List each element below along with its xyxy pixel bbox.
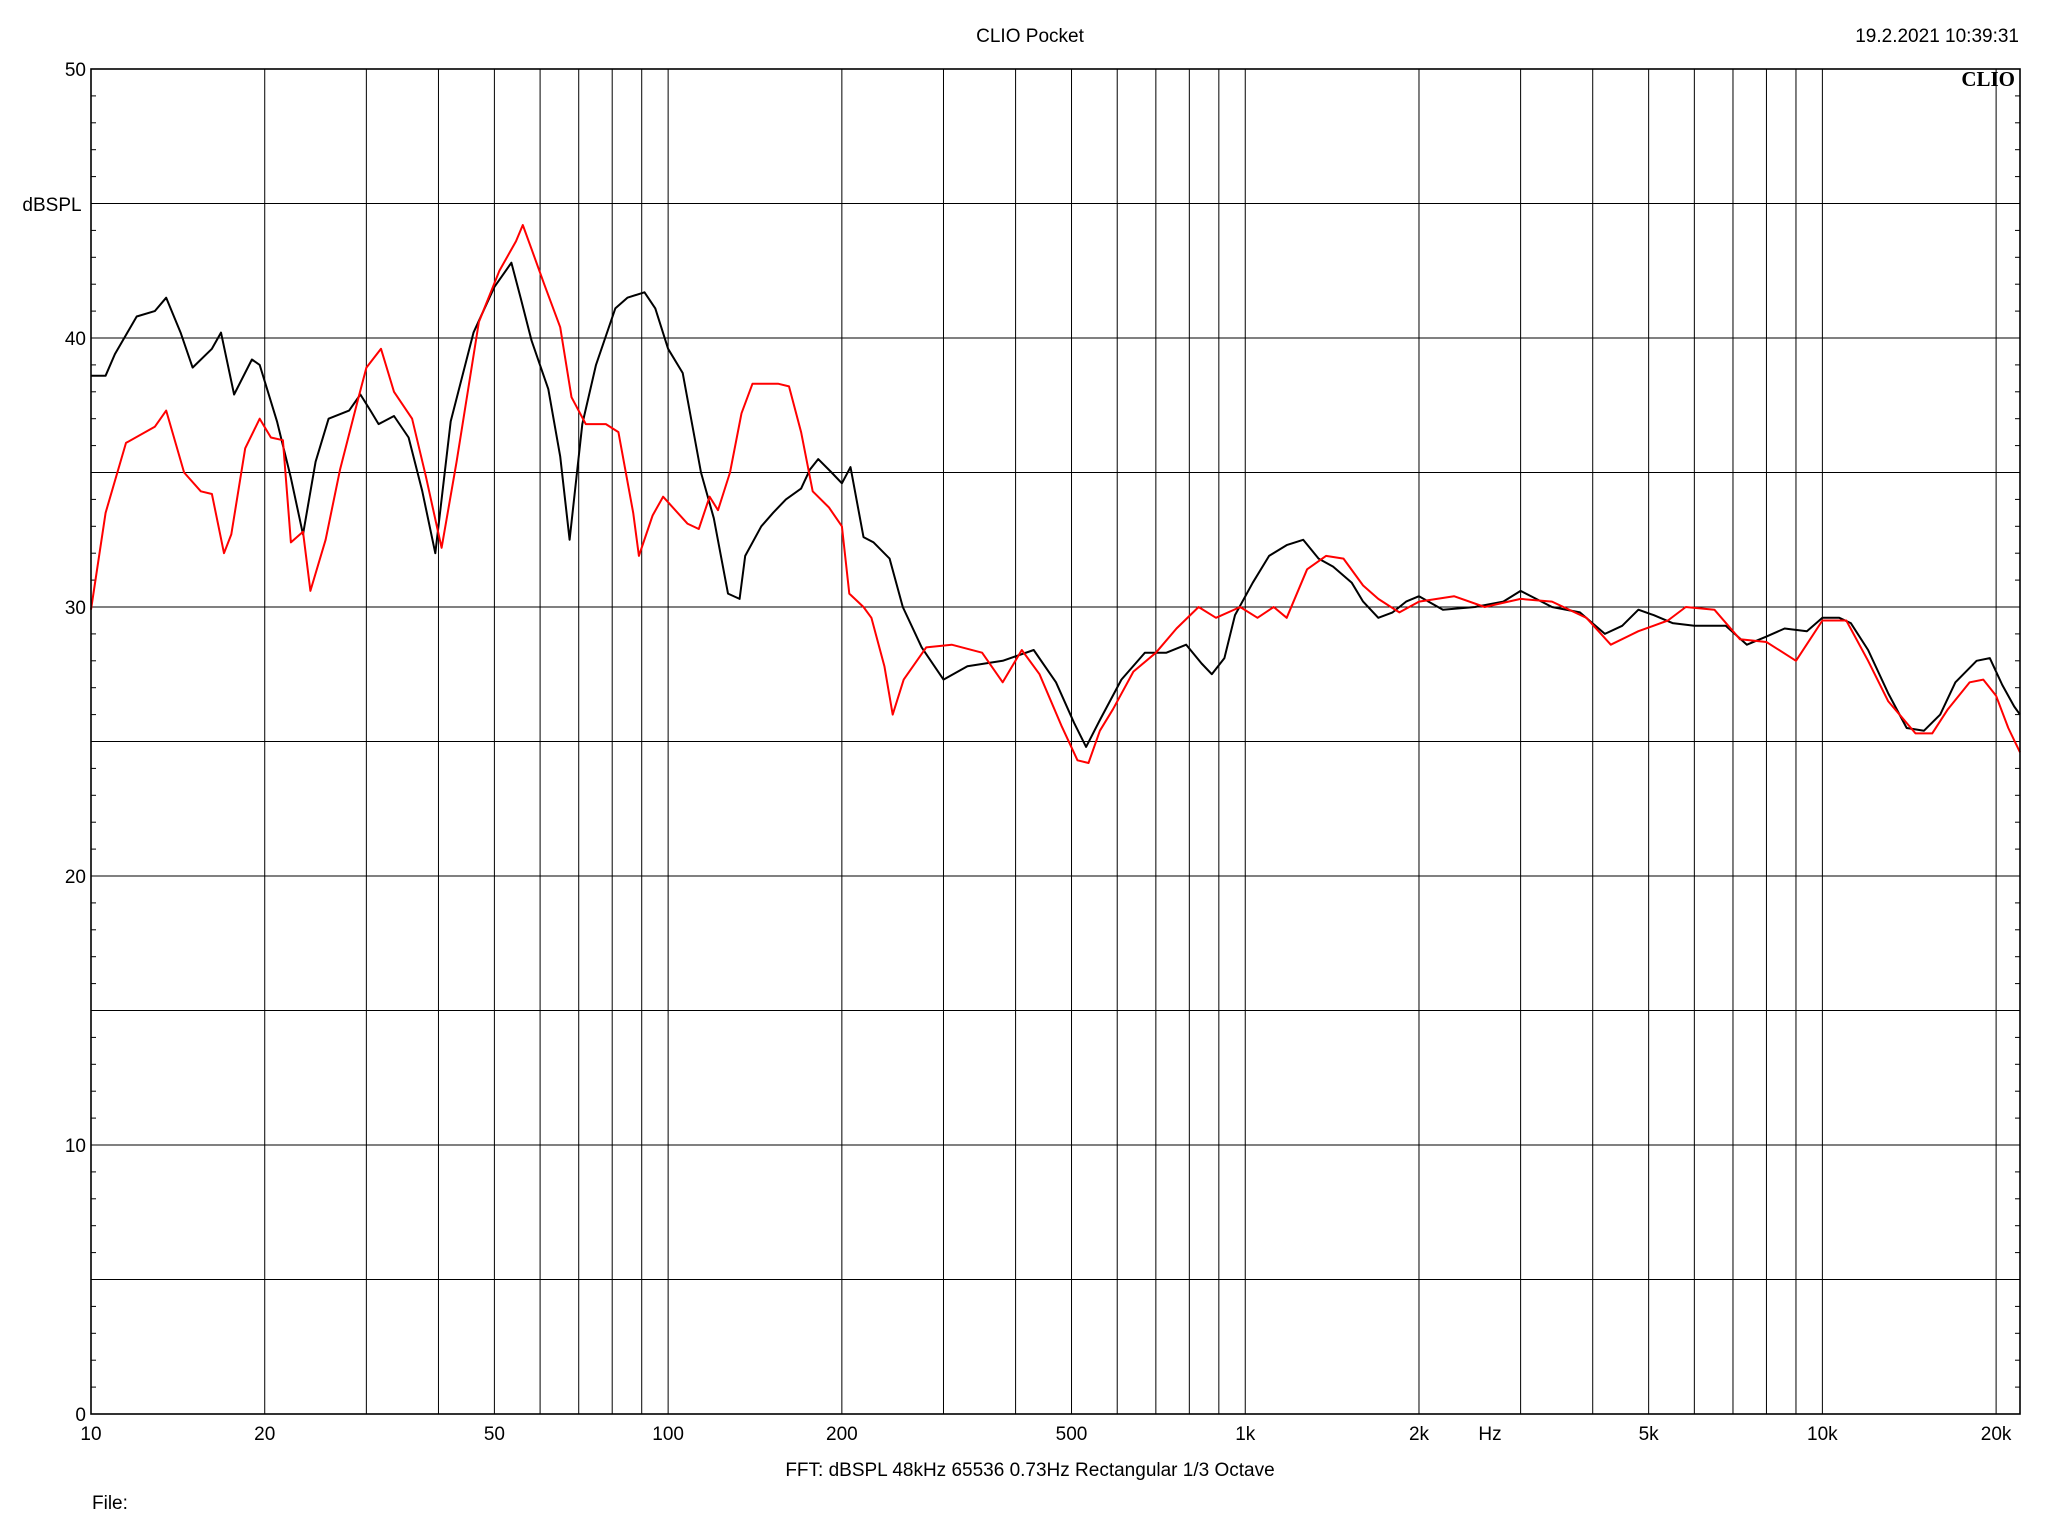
x-tick-label: 100 [652,1424,684,1445]
x-tick-label: 5k [1639,1424,1660,1445]
x-tick-label: 10k [1807,1424,1838,1445]
x-tick-label: 2k [1409,1424,1430,1445]
y-tick-label: 40 [65,329,86,350]
clio-logo: CLIO [1961,67,2015,91]
y-tick-label: 30 [65,598,86,619]
y-tick-label: 0 [75,1405,86,1426]
y-tick-label: 50 [65,60,86,81]
y-tick-label: 20 [65,867,86,888]
x-tick-label: 10 [80,1424,101,1445]
x-tick-label: 50 [484,1424,505,1445]
timestamp: 19.2.2021 10:39:31 [1855,26,2019,47]
x-tick-label: 1k [1235,1424,1256,1445]
fft-settings-text: FFT: dBSPL 48kHz 65536 0.73Hz Rectangula… [785,1460,1274,1481]
series-lines [90,224,2021,764]
x-tick-label: 500 [1056,1424,1088,1445]
chart-title: CLIO Pocket [976,26,1084,47]
series-line-1 [91,261,2021,748]
grid [91,69,2020,1414]
x-tick-label: 200 [826,1424,858,1445]
x-tick-label: 20k [1981,1424,2012,1445]
plot-frame [90,68,2021,1415]
y-axis-label: dBSPL [22,195,81,216]
y-tick-label: 10 [65,1136,86,1157]
file-label: File: [92,1493,128,1514]
x-axis-label: Hz [1478,1424,1501,1445]
series-line-2 [90,224,2021,764]
x-tick-label: 20 [254,1424,275,1445]
